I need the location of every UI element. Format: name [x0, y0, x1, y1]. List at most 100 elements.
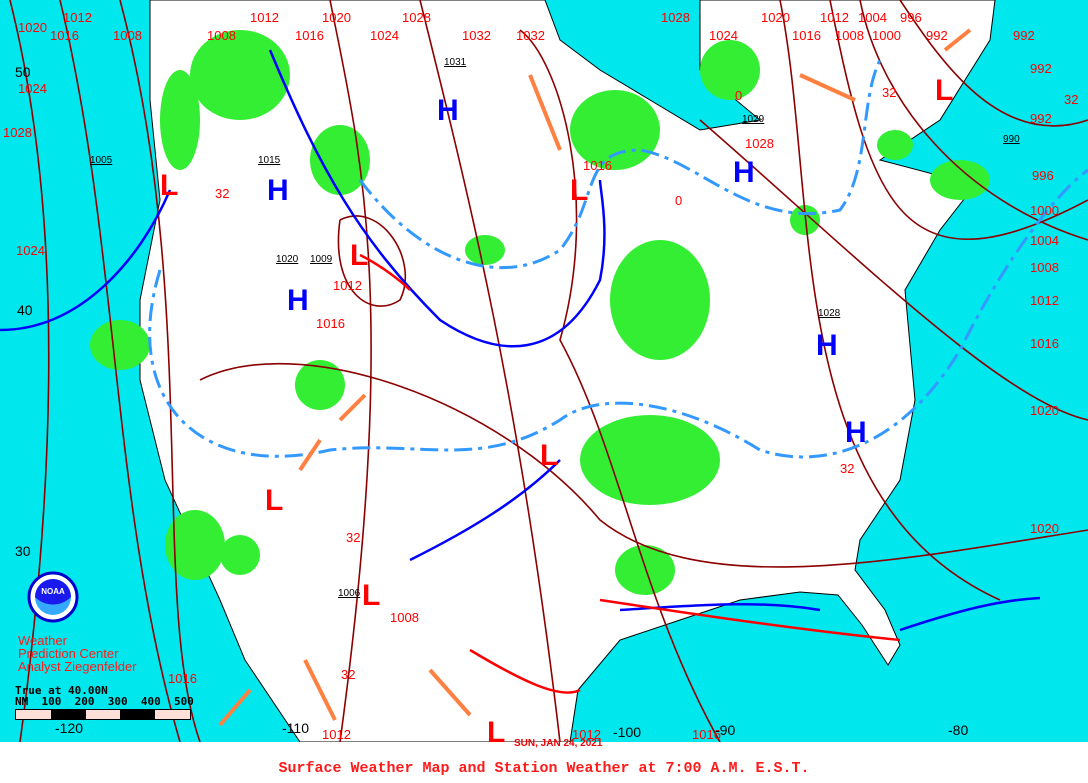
isobar-label: 1028: [661, 10, 690, 25]
isobar-label: 1016: [792, 28, 821, 43]
isobar-label: 32: [882, 85, 896, 100]
isobar-label: 1004: [1030, 233, 1059, 248]
isobar-label: 1008: [835, 28, 864, 43]
pressure-value-box: 990: [1003, 134, 1020, 145]
latitude-label: 40: [17, 302, 33, 318]
map-caption: Surface Weather Map and Station Weather …: [278, 760, 810, 777]
low-pressure-center: L: [350, 239, 368, 272]
credit-line-1: Weather: [18, 633, 67, 648]
isobar-label: 1016: [295, 28, 324, 43]
wpc-credit: Weather Prediction Center Analyst Ziegen…: [18, 634, 137, 673]
freezing-line: [148, 59, 1088, 459]
high-pressure-center: H: [267, 174, 289, 207]
isobar-label: 1020: [322, 10, 351, 25]
scale-bar: [15, 709, 191, 720]
isobar-label: 1028: [745, 136, 774, 151]
longitude-label: -110: [282, 720, 309, 736]
pressure-value-box: 1006: [338, 588, 361, 599]
isobar-label: 1020: [1030, 521, 1059, 536]
high-pressure-center: H: [287, 284, 309, 317]
isobar-label: 1012: [1030, 293, 1059, 308]
pressure-value-box: 1005: [90, 155, 113, 166]
scale-ticks: NM 100 200 300 400 500: [15, 695, 194, 708]
isobar-label: 1020: [1030, 403, 1059, 418]
isobar-label: 1024: [16, 243, 45, 258]
longitude-label: -100: [613, 724, 641, 740]
isobar-label: 996: [1032, 168, 1054, 183]
longitude-label: -120: [55, 720, 83, 736]
isobar-label: 996: [900, 10, 922, 25]
pressure-value-box: 1020: [276, 254, 299, 265]
isobar-label: 32: [840, 461, 854, 476]
isobar-label: 1012: [322, 727, 351, 742]
isobar-label: 32: [1064, 92, 1078, 107]
isobar-label: 1016: [168, 671, 197, 686]
isobar-label: 1028: [402, 10, 431, 25]
isobar-label: 32: [215, 186, 229, 201]
isobar-label: 0: [735, 88, 742, 103]
isobar-label: 0: [675, 193, 682, 208]
low-pressure-center: L: [265, 484, 283, 517]
isobar-label: 1008: [390, 610, 419, 625]
isobar-label: 1016: [316, 316, 345, 331]
isobar-label: 1016: [50, 28, 79, 43]
pressure-value-box: 1029: [742, 114, 765, 125]
pressure-value-box: 1009: [310, 254, 333, 265]
credit-line-3: Analyst Ziegenfelder: [18, 659, 137, 674]
isobar-label: 992: [1013, 28, 1035, 43]
pressure-value-box: 1015: [258, 155, 281, 166]
distance-scale: True at 40.00N NM 100 200 300 400 500: [15, 685, 194, 720]
low-pressure-center: L: [487, 716, 505, 742]
isobar-label: 1016: [1030, 336, 1059, 351]
isobar-label: 1024: [709, 28, 738, 43]
high-pressure-center: H: [816, 329, 838, 362]
high-pressure-center: H: [845, 416, 867, 449]
isobar-label: 32: [341, 667, 355, 682]
isobar-label: 1012: [63, 10, 92, 25]
pressure-value-box: 1028: [818, 308, 841, 319]
longitude-label: -80: [948, 722, 968, 738]
lat-lon-labels: 50 40 30 -120 -110 -100 -90 -80: [15, 64, 968, 740]
isobar-label: 1024: [18, 81, 47, 96]
isobar-label: 1004: [858, 10, 887, 25]
trough-lines: [218, 28, 972, 727]
high-pressure-center: H: [733, 156, 755, 189]
isobar-label: 1012: [572, 727, 601, 742]
precipitation-areas: [90, 30, 990, 595]
low-pressure-center: L: [570, 174, 588, 207]
isobar-label: 1012: [333, 278, 362, 293]
isobar-label: 1008: [113, 28, 142, 43]
high-pressure-center: H: [437, 94, 459, 127]
isobar-label: 1012: [820, 10, 849, 25]
isobar-label: 1020: [18, 20, 47, 35]
noaa-logo-text: NOAA: [41, 587, 65, 596]
scale-title: True at 40.00N: [15, 684, 108, 697]
pressure-values: 1031 1015 1020 1009 1005 1029 990 1028 1006: [90, 57, 1020, 599]
isobar-label: 1020: [761, 10, 790, 25]
isobar-label: 1008: [207, 28, 236, 43]
isobar-label: 992: [1030, 111, 1052, 126]
low-pressure-center: L: [160, 169, 178, 202]
low-pressure-center: L: [540, 439, 558, 472]
isobar-label: 1016: [583, 158, 612, 173]
isobar-label: 1024: [370, 28, 399, 43]
pressure-value-box: 1031: [444, 57, 467, 68]
low-pressure-center: L: [935, 74, 953, 107]
longitude-label: -90: [715, 722, 735, 738]
isobar-label: 1028: [3, 125, 32, 140]
isobar-label: 1032: [462, 28, 491, 43]
noaa-logo: NOAA: [27, 571, 79, 623]
pressure-centers: H H H H H H L L L L L L L L: [160, 74, 953, 742]
isobar-label: 1000: [1030, 203, 1059, 218]
credit-line-2: Prediction Center: [18, 646, 119, 661]
low-pressure-center: L: [362, 579, 380, 612]
isobar-label: 1016: [692, 727, 721, 742]
isobar-label: 1000: [872, 28, 901, 43]
isobar-label: 1008: [1030, 260, 1059, 275]
isobar-label: 992: [926, 28, 948, 43]
isobar-label: 1032: [516, 28, 545, 43]
isobar-label: 32: [346, 530, 360, 545]
isobar-label: 1012: [250, 10, 279, 25]
